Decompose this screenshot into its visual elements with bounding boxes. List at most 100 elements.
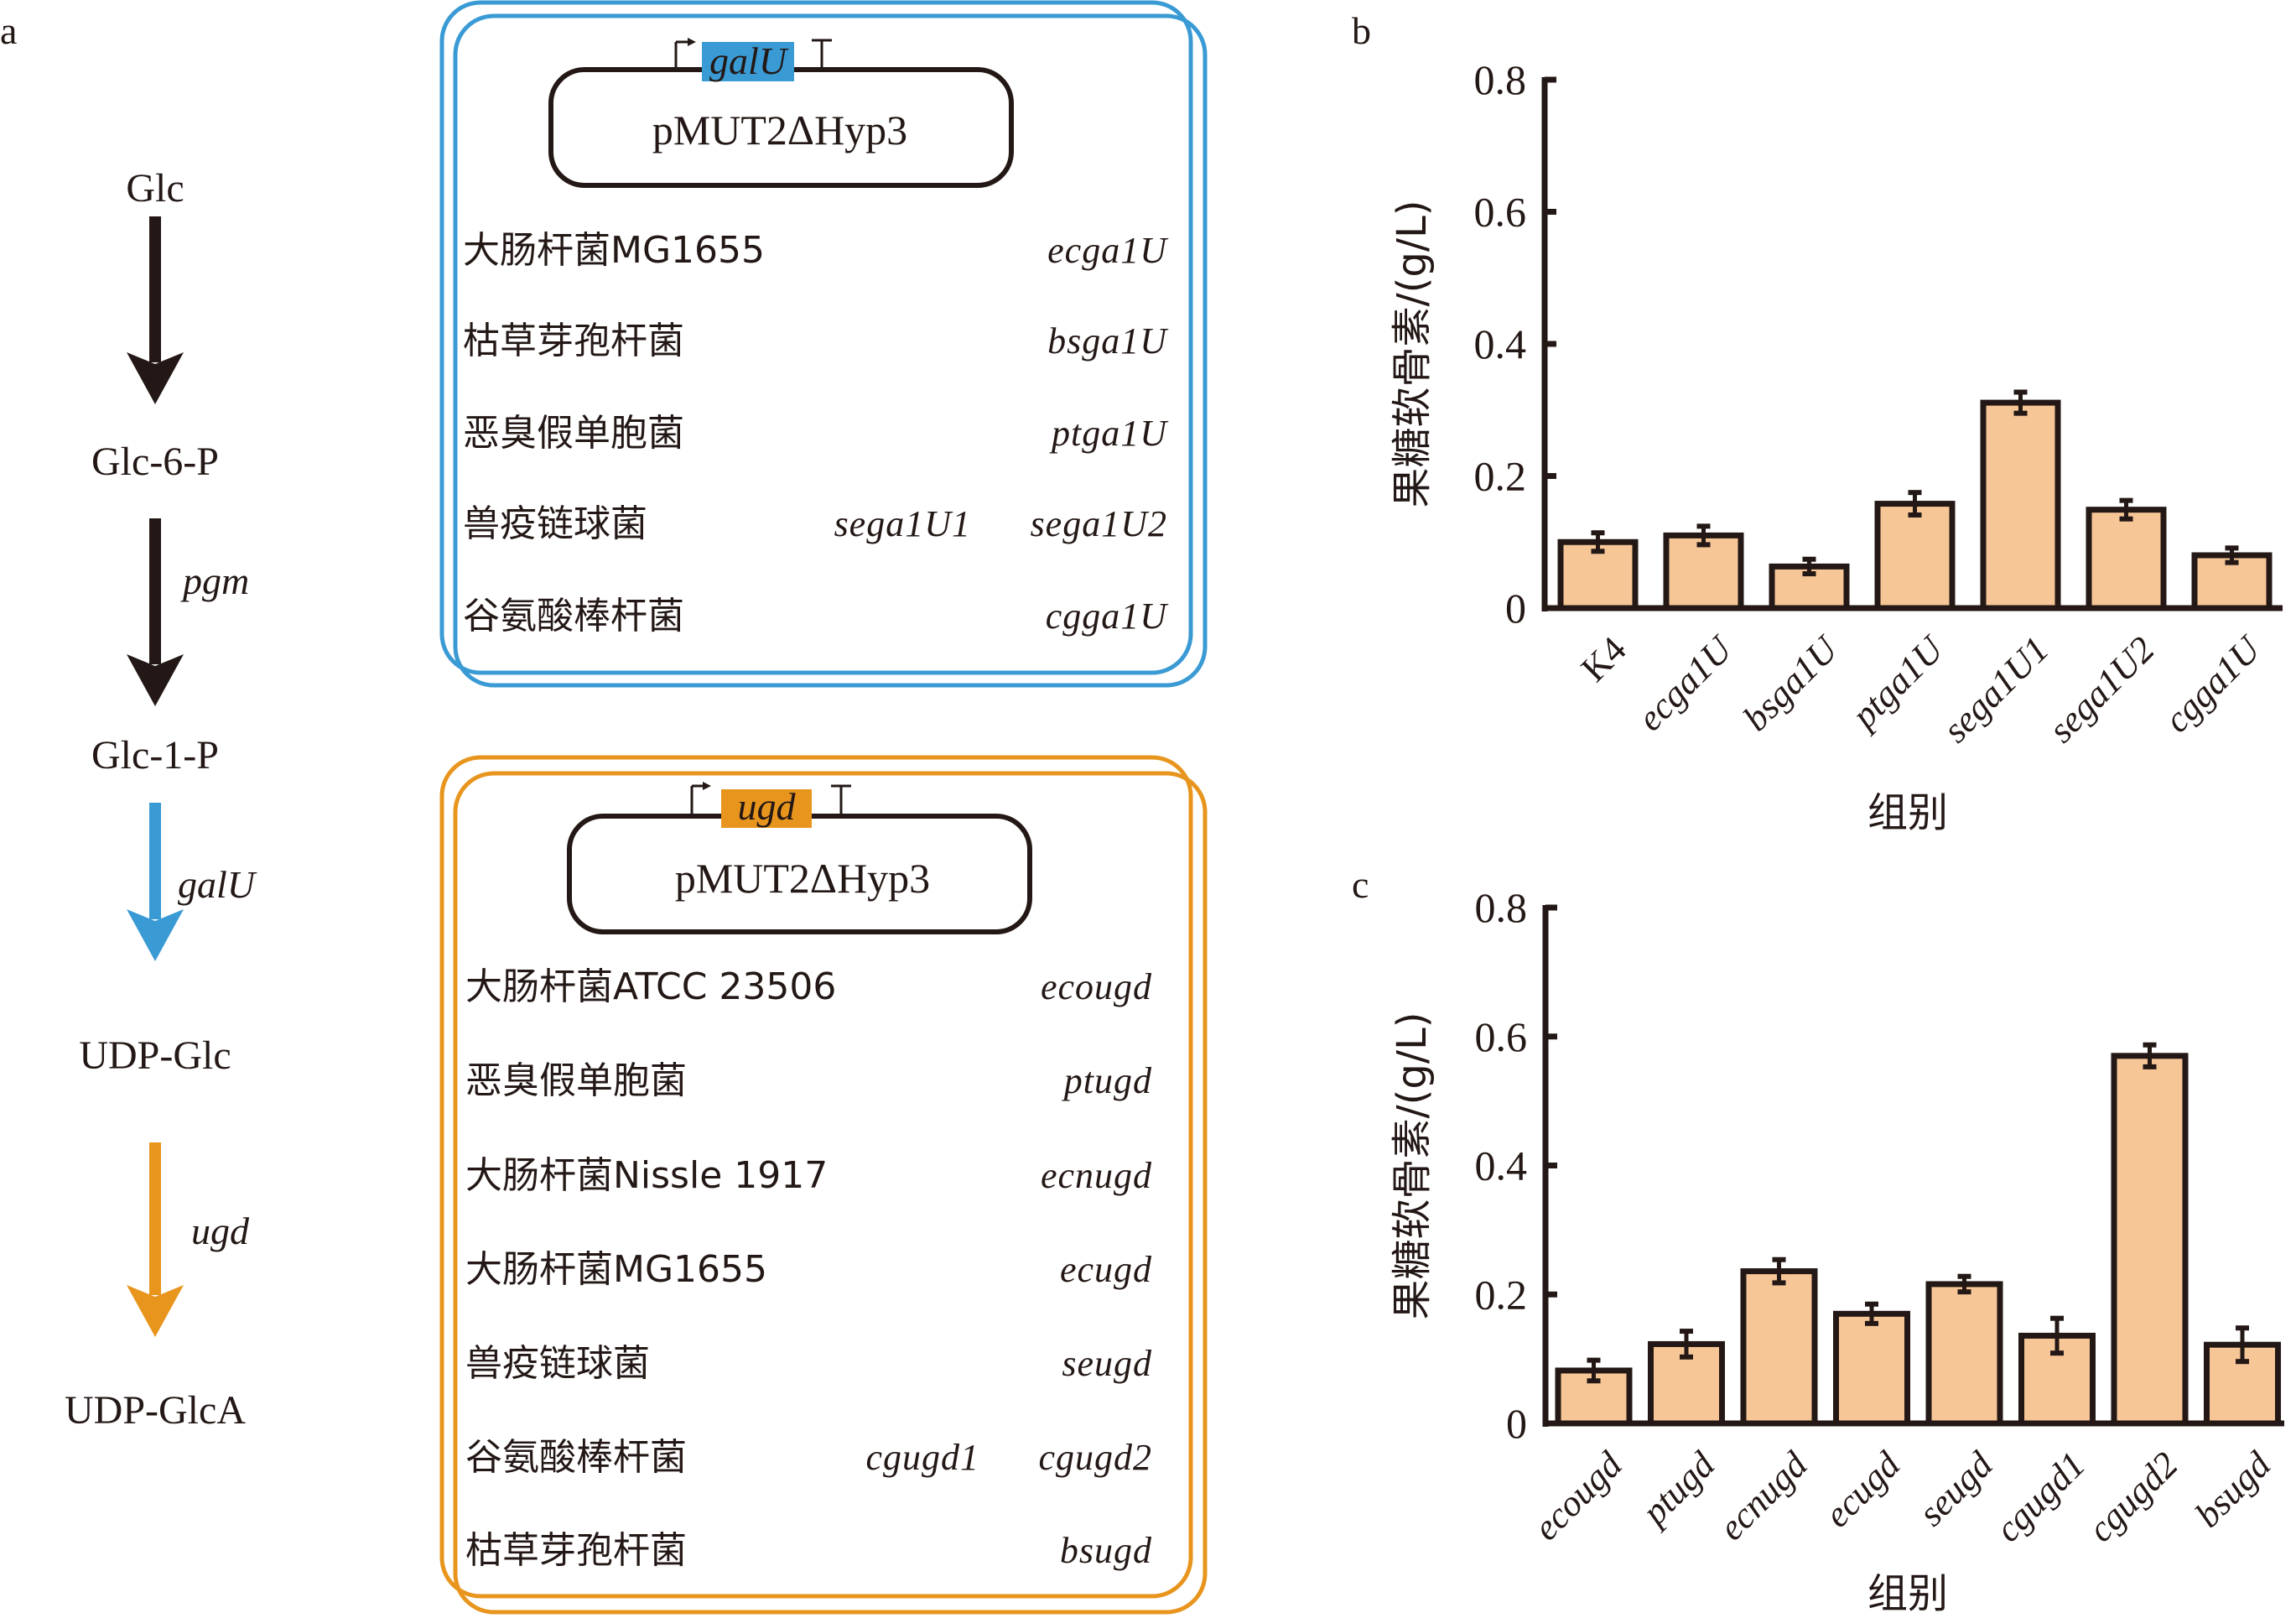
bar-ecnugd bbox=[1740, 1268, 1818, 1427]
metabolite-glc: Glc bbox=[126, 166, 184, 211]
organism-name: 枯草芽孢杆菌 bbox=[465, 1529, 687, 1572]
x-tick-label: cgugd1 bbox=[1987, 1444, 2093, 1549]
gene-variant: ecougd bbox=[1041, 966, 1152, 1007]
gene-label-ugd: ugd bbox=[738, 785, 797, 828]
gene-label-galu: galU bbox=[709, 39, 789, 82]
galu-row: 兽疫链球菌 sega1U1 sega1U2 bbox=[463, 502, 1167, 545]
gene-variant: ecugd bbox=[1060, 1249, 1152, 1290]
organism-name: 大肠杆菌MG1655 bbox=[465, 1248, 767, 1291]
y-tick-label: 0.8 bbox=[1475, 884, 1528, 931]
y-tick-label: 0.2 bbox=[1474, 453, 1527, 500]
x-tick-label: ecga1U bbox=[1629, 627, 1742, 739]
promoter-arrowhead-icon bbox=[688, 38, 696, 46]
chart-b-x-axis-title: 组别 bbox=[1867, 789, 1948, 836]
y-tick-label: 0.6 bbox=[1474, 189, 1527, 236]
gene-variant: bsga1U bbox=[1047, 320, 1169, 362]
gene-variant: sega1U2 bbox=[1031, 503, 1167, 544]
organism-name: 恶臭假单胞菌 bbox=[465, 1059, 687, 1102]
x-tick-label: sega1U1 bbox=[1935, 628, 2056, 750]
gene-variant: sega1U1 bbox=[834, 503, 971, 544]
organism-name: 大肠杆菌MG1655 bbox=[463, 229, 765, 272]
organism-name: 谷氨酸棒杆菌 bbox=[463, 595, 684, 637]
arrow-shaft bbox=[149, 803, 161, 919]
gene-variant: ptugd bbox=[1062, 1060, 1152, 1101]
y-tick-label: 0 bbox=[1506, 1400, 1527, 1447]
y-tick-label: 0 bbox=[1505, 585, 1526, 632]
chart-b: b 果糖软骨素/(g/L) 组别 K4ecga1Ubsga1Uptga1Useg… bbox=[1352, 9, 2283, 836]
gene-variant: ecnugd bbox=[1041, 1155, 1152, 1196]
pathway-diagram: a Glc Glc-6-P Glc-1-P UDP-Glc UDP-GlcA p… bbox=[0, 9, 257, 1433]
organism-name: 谷氨酸棒杆菌 bbox=[465, 1436, 687, 1479]
panel-label-c: c bbox=[1352, 863, 1369, 906]
ugd-construct-panel: ugd pMUT2ΔHyp3 大肠杆菌ATCC 23506 ecougd 恶臭假单胞… bbox=[439, 755, 1208, 1615]
metabolite-glc-6-p: Glc-6-P bbox=[91, 440, 219, 484]
x-tick-label: ecugd bbox=[1816, 1444, 1909, 1536]
arrow-shaft bbox=[149, 216, 161, 362]
metabolite-udp-glca: UDP-GlcA bbox=[65, 1388, 246, 1433]
bar-cgugd2 bbox=[2111, 1053, 2189, 1427]
galu-row: 大肠杆菌MG1655 ecga1U bbox=[463, 229, 1169, 272]
arrow-down-icon bbox=[127, 654, 184, 706]
x-tick-label: ecougd bbox=[1525, 1444, 1630, 1548]
x-tick-label: ptugd bbox=[1632, 1444, 1722, 1534]
arrow-down-icon bbox=[127, 352, 184, 404]
bar-ptga1U bbox=[1874, 501, 1956, 611]
organism-name: 兽疫链球菌 bbox=[463, 502, 647, 545]
organism-name: 兽疫链球菌 bbox=[465, 1342, 650, 1385]
bar-seugd bbox=[1925, 1281, 2003, 1427]
x-tick-label: ecnugd bbox=[1711, 1444, 1816, 1548]
pathway-arrow-3 bbox=[127, 803, 184, 961]
arrow-shaft bbox=[149, 1142, 161, 1295]
ugd-row: 大肠杆菌ATCC 23506 ecougd bbox=[465, 965, 1152, 1008]
metabolite-udp-glc: UDP-Glc bbox=[79, 1033, 231, 1078]
gene-box-galu bbox=[702, 42, 794, 81]
organism-name: 枯草芽孢杆菌 bbox=[463, 320, 684, 362]
galu-row: 枯草芽孢杆菌 bsga1U bbox=[463, 320, 1169, 362]
galu-panel-frame-front bbox=[439, 0, 1193, 675]
galu-panel-frame-back bbox=[453, 13, 1208, 688]
organism-name: 大肠杆菌ATCC 23506 bbox=[465, 965, 836, 1008]
ugd-row: 枯草芽孢杆菌 bsugd bbox=[465, 1529, 1152, 1572]
gene-variant: cgugd2 bbox=[1038, 1437, 1152, 1478]
gene-variant: ptga1U bbox=[1049, 413, 1169, 454]
y-tick-label: 0.8 bbox=[1474, 56, 1527, 103]
plasmid-name-galu: pMUT2ΔHyp3 bbox=[652, 107, 907, 153]
chart-c-x-axis-title: 组别 bbox=[1867, 1570, 1948, 1617]
enzyme-label-ugd: ugd bbox=[191, 1210, 250, 1252]
pathway-arrow-4 bbox=[127, 1142, 184, 1337]
galu-row: 谷氨酸棒杆菌 cgga1U bbox=[463, 595, 1168, 637]
arrow-down-icon bbox=[127, 1285, 184, 1337]
pathway-arrow-2 bbox=[127, 518, 184, 706]
ugd-row: 恶臭假单胞菌 ptugd bbox=[465, 1059, 1152, 1102]
panel-label-b: b bbox=[1352, 9, 1371, 52]
chart-b-y-axis-title: 果糖软骨素/(g/L) bbox=[1389, 200, 1436, 507]
y-tick-label: 0.6 bbox=[1475, 1013, 1528, 1060]
arrow-shaft bbox=[149, 518, 161, 664]
gene-variant: cgugd1 bbox=[865, 1437, 979, 1478]
organism-name: 大肠杆菌Nissle 1917 bbox=[465, 1154, 828, 1197]
ugd-row: 谷氨酸棒杆菌 cgugd1 cgugd2 bbox=[465, 1436, 1152, 1479]
ugd-row: 兽疫链球菌 seugd bbox=[465, 1342, 1152, 1385]
ugd-row: 大肠杆菌Nissle 1917 ecnugd bbox=[465, 1154, 1152, 1197]
x-tick-label: bsga1U bbox=[1735, 627, 1847, 739]
pathway-arrow-1 bbox=[127, 216, 184, 404]
metabolite-glc-1-p: Glc-1-P bbox=[91, 733, 219, 778]
chart-c-y-axis-title: 果糖软骨素/(g/L) bbox=[1389, 1012, 1436, 1319]
gene-box-ugd bbox=[721, 789, 812, 828]
x-tick-label: cgugd2 bbox=[2080, 1444, 2185, 1549]
bar-sega1U1 bbox=[1980, 399, 2061, 611]
gene-variant: ecga1U bbox=[1047, 230, 1169, 271]
gene-variant: bsugd bbox=[1060, 1530, 1152, 1571]
panel-label-a: a bbox=[0, 9, 17, 52]
organism-name: 恶臭假单胞菌 bbox=[463, 412, 684, 455]
gene-variant: seugd bbox=[1062, 1343, 1152, 1384]
promoter-arrowhead-icon bbox=[703, 782, 711, 790]
x-tick-label: K4 bbox=[1573, 628, 1634, 689]
arrow-down-icon bbox=[127, 909, 184, 961]
galu-construct-panel: galU pMUT2ΔHyp3 大肠杆菌MG1655 ecga1U 枯草芽孢杆菌 bs… bbox=[439, 0, 1208, 688]
ugd-row: 大肠杆菌MG1655 ecugd bbox=[465, 1248, 1152, 1291]
enzyme-label-galu: galU bbox=[178, 863, 257, 906]
enzyme-label-pgm: pgm bbox=[180, 559, 249, 602]
